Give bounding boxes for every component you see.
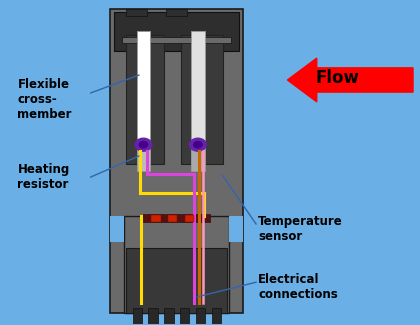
- Text: Flow: Flow: [316, 69, 360, 87]
- Bar: [126, 9, 147, 16]
- Bar: [122, 37, 231, 43]
- Bar: [114, 12, 239, 51]
- Bar: [196, 308, 205, 325]
- Bar: [191, 145, 205, 171]
- Bar: [168, 215, 177, 222]
- FancyArrow shape: [287, 58, 413, 102]
- Bar: [166, 9, 187, 16]
- Text: Temperature
sensor: Temperature sensor: [258, 215, 343, 243]
- Bar: [212, 308, 221, 325]
- Bar: [137, 32, 150, 145]
- Bar: [124, 216, 229, 313]
- Bar: [191, 32, 205, 145]
- Bar: [181, 35, 223, 164]
- Text: Electrical
connections: Electrical connections: [258, 273, 338, 301]
- Bar: [229, 216, 244, 242]
- Bar: [137, 145, 150, 171]
- Bar: [110, 216, 124, 242]
- Bar: [110, 9, 244, 313]
- Bar: [143, 214, 210, 222]
- Bar: [126, 248, 227, 313]
- Text: Flexible
cross-
member: Flexible cross- member: [18, 78, 72, 121]
- Circle shape: [135, 138, 152, 151]
- Bar: [148, 308, 158, 325]
- Text: Heating
resistor: Heating resistor: [18, 163, 70, 191]
- Bar: [133, 308, 142, 325]
- Bar: [180, 308, 189, 325]
- Circle shape: [139, 141, 147, 148]
- Bar: [164, 308, 173, 325]
- Bar: [126, 35, 164, 164]
- Bar: [185, 215, 194, 222]
- Bar: [151, 215, 160, 222]
- Circle shape: [194, 141, 202, 148]
- Circle shape: [189, 138, 206, 151]
